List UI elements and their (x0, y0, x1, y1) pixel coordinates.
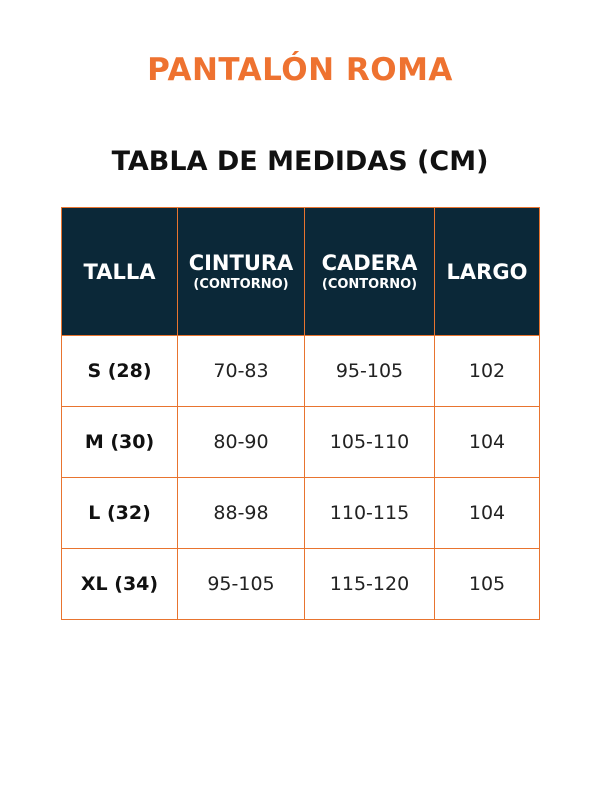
measure-cell: 102 (434, 335, 540, 407)
header-label: CADERA (321, 251, 418, 275)
header-cadera: CADERA (CONTORNO) (304, 207, 435, 336)
size-chart-table: TALLA CINTURA (CONTORNO) CADERA (CONTORNO)… (61, 207, 540, 620)
header-label: LARGO (446, 259, 528, 284)
header-label: TALLA (83, 259, 156, 284)
header-row: TALLA CINTURA (CONTORNO) CADERA (CONTORNO)… (61, 207, 540, 336)
size-cell: XL (34) (61, 548, 178, 620)
measure-cell: 70-83 (177, 335, 305, 407)
measure-cell: 115-120 (304, 548, 435, 620)
table-title: TABLA DE MEDIDAS (CM) (111, 146, 489, 177)
measure-cell: 105 (434, 548, 540, 620)
header-cintura: CINTURA (CONTORNO) (177, 207, 305, 336)
page-title: PANTALÓN ROMA (147, 52, 453, 88)
table-row: XL (34) 95-105 115-120 105 (61, 548, 540, 620)
measure-cell: 88-98 (177, 477, 305, 549)
table-row: S (28) 70-83 95-105 102 (61, 335, 540, 407)
measure-cell: 110-115 (304, 477, 435, 549)
table-row: M (30) 80-90 105-110 104 (61, 406, 540, 478)
header-talla: TALLA (61, 207, 178, 336)
header-sublabel: (CONTORNO) (321, 277, 418, 292)
size-cell: L (32) (61, 477, 178, 549)
measure-cell: 104 (434, 406, 540, 478)
measure-cell: 104 (434, 477, 540, 549)
measure-cell: 95-105 (304, 335, 435, 407)
header-largo: LARGO (434, 207, 540, 336)
measure-cell: 95-105 (177, 548, 305, 620)
size-cell: S (28) (61, 335, 178, 407)
header-label: CINTURA (188, 251, 294, 275)
measure-cell: 105-110 (304, 406, 435, 478)
measure-cell: 80-90 (177, 406, 305, 478)
table-row: L (32) 88-98 110-115 104 (61, 477, 540, 549)
header-sublabel: (CONTORNO) (193, 277, 289, 292)
size-cell: M (30) (61, 406, 178, 478)
